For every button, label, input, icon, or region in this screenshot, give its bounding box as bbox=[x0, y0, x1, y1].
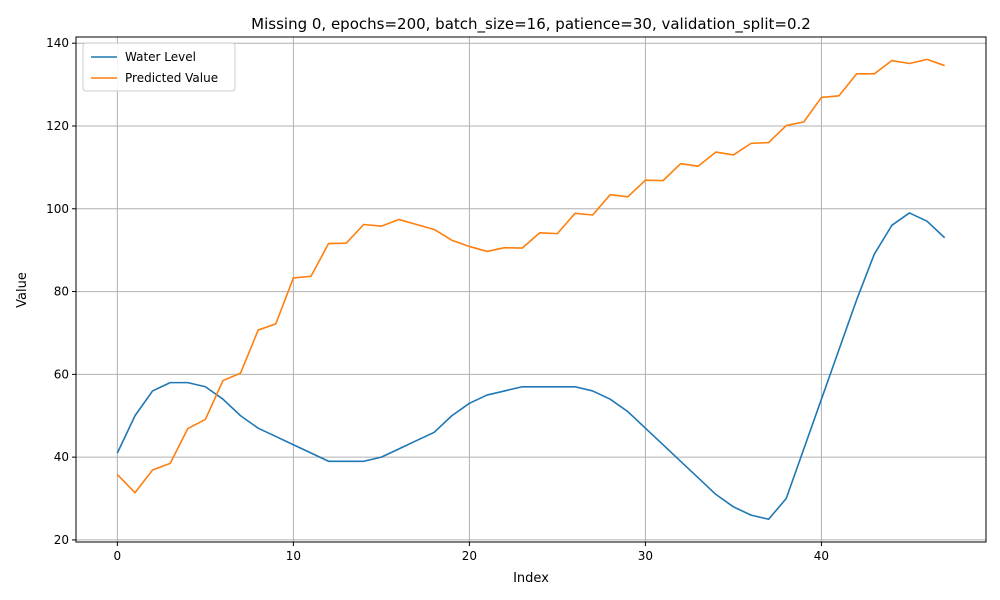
y-tick-label: 80 bbox=[54, 285, 69, 299]
legend-box bbox=[82, 42, 236, 92]
x-tick-label: 40 bbox=[814, 549, 829, 563]
plot-frame bbox=[75, 36, 987, 543]
axis-ticks: 0 10 20 30 40 20 40 60 80 100 120 140 bbox=[46, 36, 829, 563]
y-tick-label: 100 bbox=[46, 202, 69, 216]
x-axis-label: Index bbox=[513, 571, 549, 586]
chart-title: Missing 0, epochs=200, batch_size=16, pa… bbox=[251, 15, 811, 34]
series-line-1 bbox=[116, 58, 945, 494]
y-tick-label: 20 bbox=[54, 533, 69, 547]
x-tick-label: 0 bbox=[114, 549, 122, 563]
legend-label-0: Water Level bbox=[125, 50, 196, 64]
y-tick-label: 40 bbox=[54, 450, 69, 464]
legend: Water Level Predicted Value bbox=[82, 42, 236, 92]
x-tick-label: 10 bbox=[286, 549, 301, 563]
legend-label-1: Predicted Value bbox=[125, 71, 218, 85]
x-tick-label: 30 bbox=[638, 549, 653, 563]
grid-lines bbox=[76, 37, 986, 542]
x-tick-label: 20 bbox=[462, 549, 477, 563]
y-tick-label: 140 bbox=[46, 36, 69, 50]
y-tick-label: 60 bbox=[54, 367, 69, 381]
series-line-0 bbox=[116, 212, 946, 521]
series-lines bbox=[116, 58, 946, 521]
y-axis-label: Value bbox=[15, 272, 30, 308]
y-tick-label: 120 bbox=[46, 119, 69, 133]
